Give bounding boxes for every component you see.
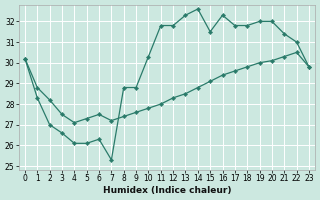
- X-axis label: Humidex (Indice chaleur): Humidex (Indice chaleur): [103, 186, 231, 195]
